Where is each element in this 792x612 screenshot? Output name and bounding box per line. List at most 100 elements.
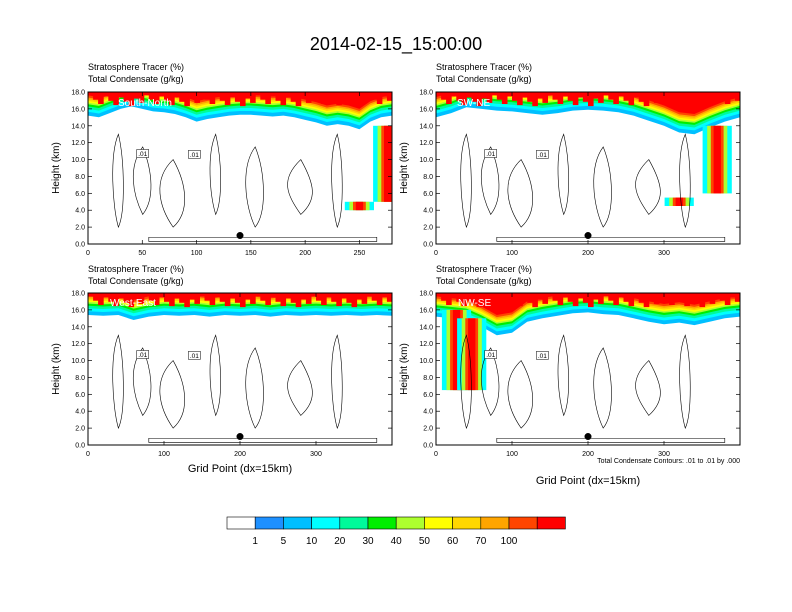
panel-subtitle: Total Condensate (g/kg) (88, 276, 184, 286)
tracer-cell (321, 293, 327, 305)
tracer-cell (689, 92, 695, 98)
tracer-cell (522, 92, 528, 98)
tracer-cell (572, 293, 579, 307)
condensate-contour (635, 360, 661, 416)
condensate-contour (132, 347, 152, 416)
condensate-contour (557, 334, 569, 417)
tracer-cell (704, 293, 711, 300)
x-axis-label: Grid Point (dx=15km) (536, 475, 640, 487)
tracer-cell (461, 92, 467, 106)
colorbar-swatch (508, 516, 538, 530)
x-tick-label: 250 (354, 250, 366, 257)
tracer-cell (331, 92, 337, 101)
y-tick-label: 10.0 (71, 358, 85, 365)
colorbar-tick-label: 30 (362, 536, 374, 547)
colorbar-tick-label: 40 (391, 536, 403, 547)
contour-label: .01 (536, 150, 549, 159)
tracer-cell (618, 293, 624, 298)
y-tick-label: 6.0 (75, 191, 85, 198)
axes: 0.0 2.0 4.0 6.0 8.0 10.0 12.0 14.0 16.0 18.0 0 100 2… (71, 291, 392, 458)
surface-contour (148, 236, 378, 242)
tracer-cell (270, 293, 276, 298)
colorbar-tick-label: 20 (334, 536, 346, 547)
tracer-cell (532, 293, 538, 308)
tracer-cell (633, 92, 640, 98)
tracer-cell (582, 293, 589, 303)
colorbar-swatch (339, 516, 369, 530)
tracer-cell (250, 92, 256, 103)
tracer-cell (451, 92, 457, 97)
tracer-cell (623, 293, 630, 302)
x-tick-label: 300 (310, 451, 322, 458)
tracer-cell (361, 92, 368, 103)
tracer-cell (527, 92, 533, 102)
tracer-cell (260, 92, 266, 100)
tracer-cell (280, 92, 287, 106)
tracer-cell (148, 92, 155, 100)
y-tick-label: 8.0 (423, 375, 433, 382)
tracer-cell (381, 92, 388, 97)
tracer-cell (305, 92, 312, 103)
y-tick-label: 10.0 (419, 157, 433, 164)
tracer-cell (260, 293, 266, 301)
tracer-cell (734, 293, 740, 302)
tracer-cell (593, 92, 599, 99)
tracer-cell (598, 92, 604, 103)
tracer-cell (633, 293, 640, 299)
contour-label: .01 (484, 149, 497, 158)
tracer-cell (240, 92, 246, 107)
x-tick-label: 0 (86, 451, 90, 458)
svg-text:.01: .01 (138, 352, 147, 359)
y-tick-label: 14.0 (419, 324, 433, 331)
tracer-cell (310, 92, 317, 96)
tracer-cell (501, 293, 508, 305)
y-axis-label: Height (km) (51, 142, 62, 194)
tracer-cell (476, 92, 483, 107)
tracer-cell (648, 293, 655, 300)
tracer-cell (613, 92, 619, 104)
tracer-cell (552, 293, 559, 301)
tracer-cell (214, 92, 221, 97)
tracer-cell (295, 293, 302, 308)
tracer-cell (456, 92, 462, 101)
x-tick-label: 200 (299, 250, 311, 257)
colorbar-tick-label: 60 (447, 536, 459, 547)
colorbar-swatch (536, 516, 566, 530)
y-tick-label: 12.0 (71, 140, 85, 147)
y-tick-label: 0.0 (423, 443, 433, 450)
tracer-cell (174, 92, 180, 98)
y-tick-label: 8.0 (423, 174, 433, 181)
location-marker (236, 232, 244, 240)
tracer-cell (93, 92, 99, 100)
tracer-intrusion (384, 125, 392, 202)
tracer-cell (486, 92, 493, 103)
x-axis-label: Grid Point (dx=15km) (188, 463, 292, 475)
tracer-cell (98, 293, 104, 305)
tracer-cell (224, 293, 231, 307)
colorbar-swatch (452, 516, 482, 530)
tracer-cell (512, 293, 518, 302)
tracer-cell (316, 293, 322, 301)
panel-title: Stratosphere Tracer (%) (88, 62, 184, 72)
colorbar-tick-label: 5 (281, 536, 287, 547)
location-marker (584, 433, 592, 441)
tracer-cell (158, 92, 165, 97)
condensate-contour (557, 133, 569, 216)
x-tick-label: 0 (86, 250, 90, 257)
surface-contour (148, 437, 378, 443)
tracer-cell (517, 293, 523, 307)
svg-text:.01: .01 (538, 353, 547, 360)
y-tick-label: 2.0 (423, 426, 433, 433)
condensate-contour (460, 334, 472, 429)
tracer-cell (341, 293, 347, 299)
condensate-contour (209, 334, 221, 417)
axes: 0.0 2.0 4.0 6.0 8.0 10.0 12.0 14.0 16.0 18.0 0 100 2… (419, 291, 740, 458)
tracer-cell (88, 293, 94, 297)
panel-sw-ne: Stratosphere Tracer (%) Total Condensate… (399, 62, 741, 257)
panel-south-north: Stratosphere Tracer (%) Total Condensate… (51, 62, 393, 257)
panel-subtitle: Total Condensate (g/kg) (436, 276, 532, 286)
y-tick-label: 0.0 (423, 242, 433, 249)
x-tick-label: 300 (658, 250, 670, 257)
y-axis-label: Height (km) (399, 343, 410, 395)
tracer-cell (501, 92, 508, 104)
